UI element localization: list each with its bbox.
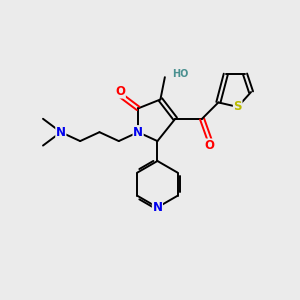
- Text: O: O: [204, 139, 214, 152]
- Text: N: N: [133, 126, 143, 139]
- Text: HO: HO: [172, 69, 189, 79]
- Text: N: N: [152, 201, 162, 214]
- Text: N: N: [56, 126, 66, 139]
- Text: S: S: [233, 100, 242, 113]
- Text: O: O: [115, 85, 125, 98]
